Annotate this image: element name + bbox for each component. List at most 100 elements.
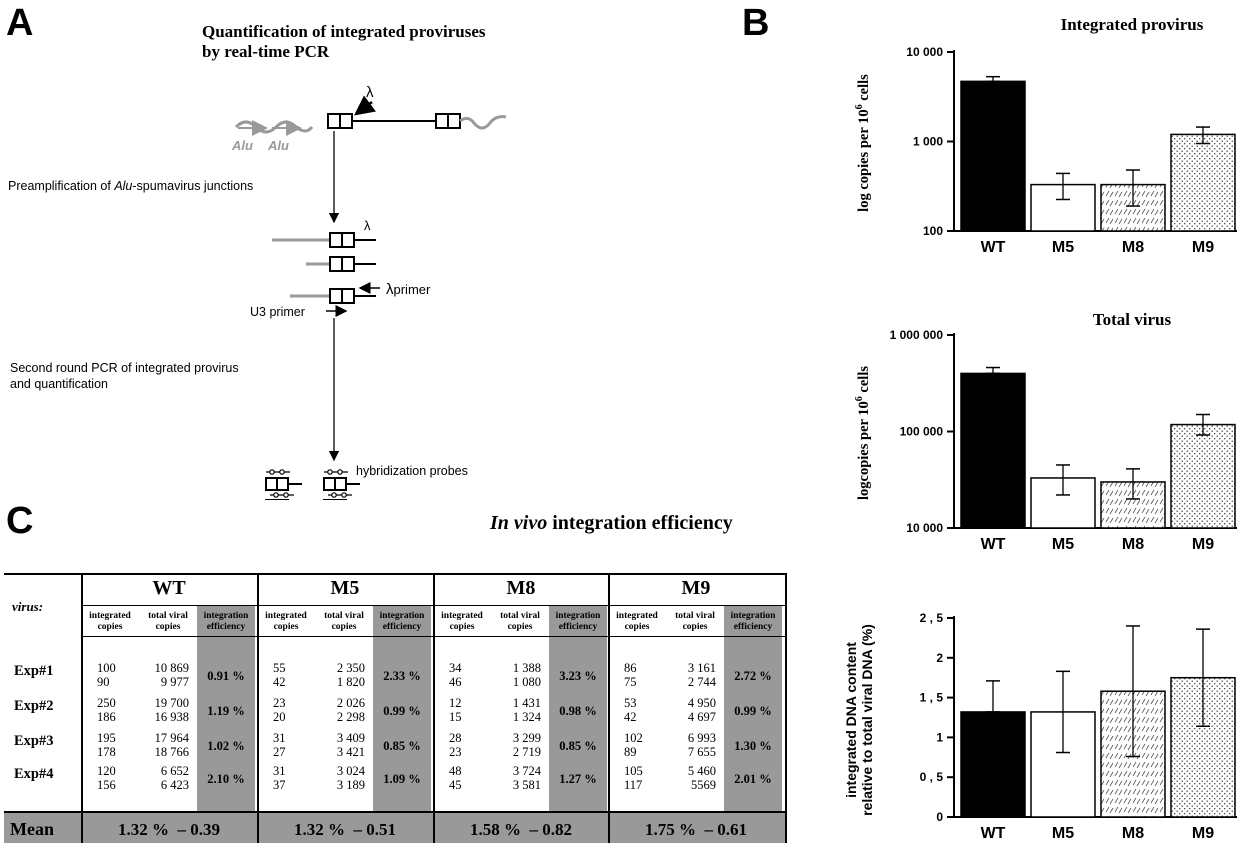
total-copies: 1 388 1 080 [512,661,541,689]
x-tick-label: M8 [1122,239,1144,256]
y-tick-label: 2 [936,651,943,665]
table-vertical-rule [433,573,435,843]
efficiency-value: 0.99 % [383,704,421,718]
integrated-copies: 250 186 [97,696,116,724]
total-copies: 3 299 2 719 [512,731,541,759]
integration-table: virus: WT integrated copies total viral copie… [4,573,790,845]
y-axis-label: integrated DNA content [843,642,859,798]
total-header: copies [331,622,357,632]
host-dna-right [459,115,507,130]
efficiency-header: integration [555,611,601,621]
group-header: M9 [681,577,711,599]
lambda-arrow [354,95,376,116]
total-copies: 19 700 16 938 [154,696,189,724]
total-header: total viral [500,611,540,621]
efficiency-value: 0.91 % [207,669,245,683]
total-copies: 2 350 1 820 [336,661,365,689]
x-tick-label: M5 [1052,239,1074,256]
step1-text: Preamplification of Alu-spumavirus junct… [8,179,253,193]
mean-value: 1.32 % – 0.51 [294,820,396,839]
panel-c-title-italic: In vivo [490,512,548,534]
total-copies: 3 161 2 744 [687,661,716,689]
integrated-header: integrated [441,611,483,621]
y-tick-label: 1 , 5 [920,691,944,705]
efficiency-column-shade [373,605,431,811]
efficiency-value: 0.98 % [559,704,597,718]
total-copies: 6 652 6 423 [160,764,189,792]
total-header: copies [507,622,533,632]
efficiency-header: efficiency [733,622,773,632]
chart-total-virus: Total virus logcopies per 106 cells 10 000… [826,290,1243,580]
probe-marks [266,469,352,498]
step2-text-line1: Second round PCR of integrated provirus [10,361,239,375]
total-copies: 3 024 3 189 [336,764,365,792]
chart-integrated-provirus: Integrated provirus log copies per 106 ce… [826,0,1243,290]
experiment-label: Exp#4 [14,766,54,782]
efficiency-value: 1.30 % [734,739,772,753]
chart-integration-ratio: integrated DNA content relative to total … [826,580,1243,846]
integrated-header: copies [97,622,123,632]
y-axis-label: logcopies per 106 cells [854,366,872,500]
total-copies: 3 409 3 421 [336,731,365,759]
total-header: total viral [675,611,715,621]
integrated-copies: 195 178 [97,731,116,759]
x-tick-label: M5 [1052,825,1074,842]
efficiency-value: 0.99 % [734,704,772,718]
integrated-copies: 120 156 [97,764,116,792]
efficiency-value: 1.27 % [559,772,597,786]
integrated-copies: 53 42 [624,696,637,724]
y-axis-label: log copies per 106 cells [854,74,872,212]
chart-title: Total virus [1093,310,1172,329]
x-tick-label: M8 [1122,536,1144,553]
alu-label-1: Alu [231,138,253,153]
panel-a-letter: A [6,2,34,44]
table-vertical-rule [81,573,83,843]
integrated-copies: 102 89 [624,731,643,759]
efficiency-header: integration [203,611,249,621]
lambda-primer-label: λprimer [386,281,431,298]
y-tick-label: 1 [936,730,943,744]
panel-c-letter: C [6,500,34,542]
x-tick-label: M9 [1192,239,1214,256]
table-vertical-rule [257,573,259,843]
experiment-label: Exp#3 [14,733,54,749]
efficiency-value: 0.85 % [383,739,421,753]
integrated-copies: 31 27 [273,731,286,759]
integrated-header: integrated [89,611,131,621]
probe-fragments [265,477,360,500]
efficiency-value: 3.23 % [559,669,597,683]
total-copies: 5 460 5569 [687,764,716,792]
efficiency-header: efficiency [206,622,246,632]
efficiency-value: 0.85 % [559,739,597,753]
integrated-header: copies [624,622,650,632]
total-copies: 1 431 1 324 [512,696,541,724]
total-copies: 4 950 4 697 [687,696,716,724]
group-header: M8 [506,577,536,599]
y-tick-label: 10 000 [906,521,943,535]
y-tick-label: 100 [923,224,943,238]
total-header: copies [155,622,181,632]
efficiency-value: 2.01 % [734,772,772,786]
table-rule [4,573,785,575]
integrated-copies: 12 15 [449,696,462,724]
mean-label: Mean [10,819,54,839]
y-tick-label: 0 [936,810,943,824]
x-tick-label: WT [981,825,1006,842]
integrated-header: copies [449,622,475,632]
total-copies: 6 993 7 655 [687,731,716,759]
alu-label-2: Alu [267,138,289,153]
efficiency-value: 1.02 % [207,739,245,753]
y-tick-label: 10 000 [906,45,943,59]
integrated-copies: 55 42 [273,661,286,689]
x-tick-label: WT [981,536,1006,553]
group-header: WT [152,577,186,599]
total-copies: 2 026 2 298 [336,696,365,724]
experiment-label: Exp#2 [14,698,54,714]
y-tick-label: 2 , 5 [920,611,944,625]
u3-primer-label: U3 primer [250,305,305,319]
table-rule [4,811,785,813]
efficiency-value: 2.72 % [734,669,772,683]
efficiency-header: integration [379,611,425,621]
x-tick-label: M8 [1122,825,1144,842]
integrated-header: integrated [265,611,307,621]
